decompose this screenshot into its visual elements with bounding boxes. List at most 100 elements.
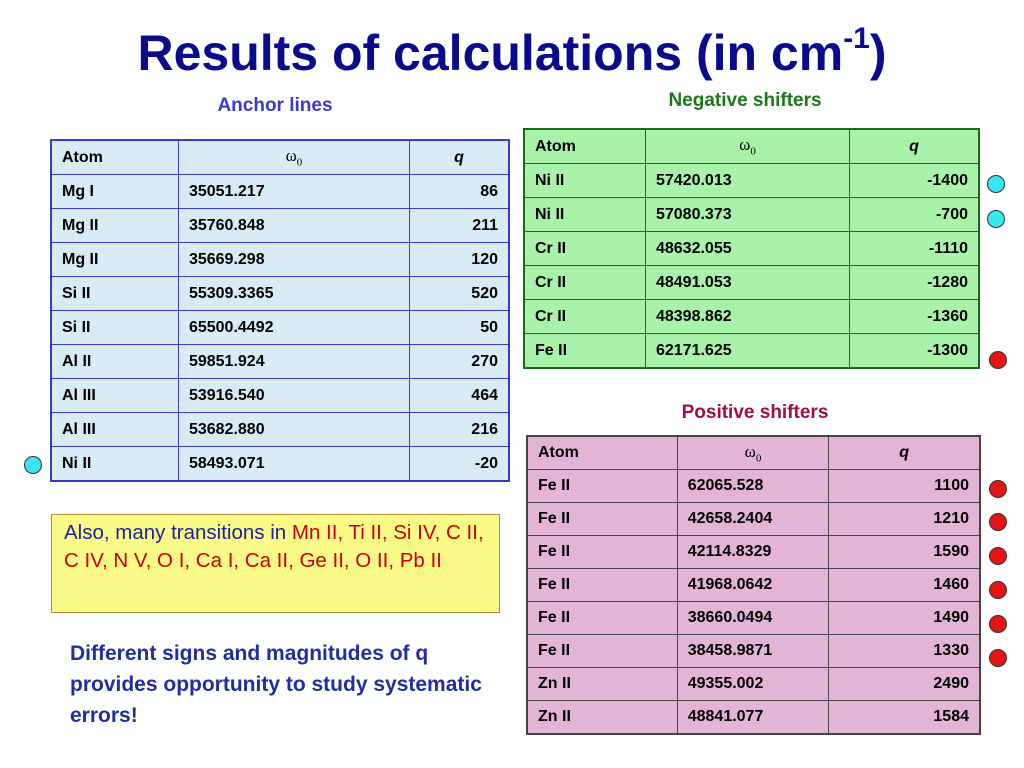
q-cell: 50: [408, 310, 510, 345]
q-cell: -20: [408, 446, 510, 482]
table-row: Si II 55309.3365 520: [50, 276, 510, 311]
omega-subscript: 0: [296, 156, 303, 169]
omega-cell: 41968.0642: [676, 568, 830, 602]
cyan-marker: [24, 456, 42, 474]
atom-cell: Mg II: [50, 208, 179, 243]
atom-cell: Mg II: [50, 242, 179, 277]
omega-cell: 42114.8329: [676, 535, 830, 569]
omega-cell: 62171.625: [644, 333, 851, 369]
atom-cell: Ni II: [50, 446, 179, 482]
omega-cell: 57420.013: [644, 163, 851, 198]
atom-cell: Al II: [50, 344, 179, 379]
atom-cell: Zn II: [526, 700, 678, 735]
red-marker: [989, 547, 1007, 565]
anchor-table: Atom ω0 q Mg I 35051.217 86 Mg II 35760.848 2…: [50, 139, 510, 482]
q-cell: 1210: [828, 502, 981, 536]
q-label: q: [899, 444, 910, 461]
omega-cell: 48398.862: [644, 299, 851, 334]
omega-cell: 42658.2404: [676, 502, 830, 536]
table-row: Mg II 35669.298 120: [50, 242, 510, 277]
red-marker: [989, 615, 1007, 633]
negative-caption: Negative shifters: [668, 90, 822, 111]
slide-title: Results of calculations (in cm-1): [0, 22, 1024, 82]
omega-cell: 48841.077: [676, 700, 830, 735]
cyan-marker: [987, 175, 1005, 193]
q-cell: 464: [408, 378, 510, 413]
table-row: Al II 59851.924 270: [50, 344, 510, 379]
omega-symbol: ω: [285, 146, 297, 166]
atom-cell: Fe II: [526, 502, 678, 536]
table-row: Al III 53682.880 216: [50, 412, 510, 447]
q-cell: -700: [849, 197, 980, 232]
omega-cell: 35760.848: [177, 208, 410, 243]
q-cell: 211: [408, 208, 510, 243]
omega-cell: 49355.002: [676, 667, 830, 701]
red-marker: [989, 581, 1007, 599]
omega-cell: 53682.880: [177, 412, 410, 447]
q-cell: -1360: [849, 299, 980, 334]
table-row: Fe II 38458.9871 1330: [526, 634, 981, 668]
header-atom: Atom: [50, 139, 179, 175]
atom-cell: Fe II: [523, 333, 646, 369]
table-row: Fe II 62171.625 -1300: [523, 333, 980, 369]
q-cell: 120: [408, 242, 510, 277]
table-row: Fe II 41968.0642 1460: [526, 568, 981, 602]
omega-symbol: ω: [739, 135, 751, 155]
table-row: Fe II 42658.2404 1210: [526, 502, 981, 536]
atom-cell: Cr II: [523, 299, 646, 334]
atom-cell: Si II: [50, 276, 179, 311]
atom-cell: Ni II: [523, 163, 646, 198]
red-marker: [989, 513, 1007, 531]
anchor-caption: Anchor lines: [217, 95, 333, 116]
table-row: Ni II 57080.373 -700: [523, 197, 980, 232]
header-q: q: [849, 128, 980, 164]
header-q: q: [408, 139, 510, 175]
negative-rows: Ni II 57420.013 -1400 Ni II 57080.373 -700 Cr …: [523, 163, 980, 369]
q-cell: -1280: [849, 265, 980, 300]
note-prefix: Also, many transitions in: [64, 521, 292, 544]
positive-rows: Fe II 62065.528 1100 Fe II 42658.2404 1210 Fe …: [526, 469, 981, 735]
note-box: Also, many transitions in Mn II, Ti II, …: [51, 514, 500, 613]
header-q: q: [828, 435, 981, 470]
q-cell: 1330: [828, 634, 981, 668]
q-label: q: [454, 148, 464, 166]
table-header-row: Atom ω0 q: [523, 128, 980, 164]
q-cell: 1584: [828, 700, 981, 735]
atom-cell: Al III: [50, 412, 179, 447]
atom-cell: Fe II: [526, 469, 678, 503]
table-row: Fe II 62065.528 1100: [526, 469, 981, 503]
omega-cell: 35051.217: [177, 174, 410, 209]
table-row: Cr II 48491.053 -1280: [523, 265, 980, 300]
omega-subscript: 0: [750, 145, 756, 158]
positive-table: Atom ω0 q Fe II 62065.528 1100 Fe II 42658.2…: [526, 435, 981, 735]
q-cell: 86: [408, 174, 510, 209]
table-row: Mg I 35051.217 86: [50, 174, 510, 209]
table-row: Ni II 58493.071 -20: [50, 446, 510, 482]
table-row: Cr II 48632.055 -1110: [523, 231, 980, 266]
header-omega: ω0: [177, 139, 410, 175]
omega-cell: 55309.3365: [177, 276, 410, 311]
atom-cell: Fe II: [526, 601, 678, 635]
q-cell: -1300: [849, 333, 980, 369]
title-exponent: -1: [843, 22, 870, 55]
table-row: Si II 65500.4492 50: [50, 310, 510, 345]
omega-cell: 38660.0494: [676, 601, 830, 635]
omega-cell: 35669.298: [177, 242, 410, 277]
q-cell: 270: [408, 344, 510, 379]
table-row: Fe II 42114.8329 1590: [526, 535, 981, 569]
q-cell: 216: [408, 412, 510, 447]
omega-cell: 48491.053: [644, 265, 851, 300]
atom-cell: Si II: [50, 310, 179, 345]
atom-cell: Cr II: [523, 231, 646, 266]
conclusion-text: Different signs and magnitudes of q prov…: [70, 642, 482, 727]
q-cell: -1110: [849, 231, 980, 266]
table-header-row: Atom ω0 q: [526, 435, 981, 470]
table-row: Ni II 57420.013 -1400: [523, 163, 980, 198]
table-header-row: Atom ω0 q: [50, 139, 510, 175]
anchor-rows: Mg I 35051.217 86 Mg II 35760.848 211 Mg II 356…: [50, 174, 510, 482]
omega-cell: 58493.071: [177, 446, 410, 482]
q-cell: 520: [408, 276, 510, 311]
title-text: Results of calculations (in cm: [137, 25, 844, 81]
omega-cell: 57080.373: [644, 197, 851, 232]
q-cell: -1400: [849, 163, 980, 198]
